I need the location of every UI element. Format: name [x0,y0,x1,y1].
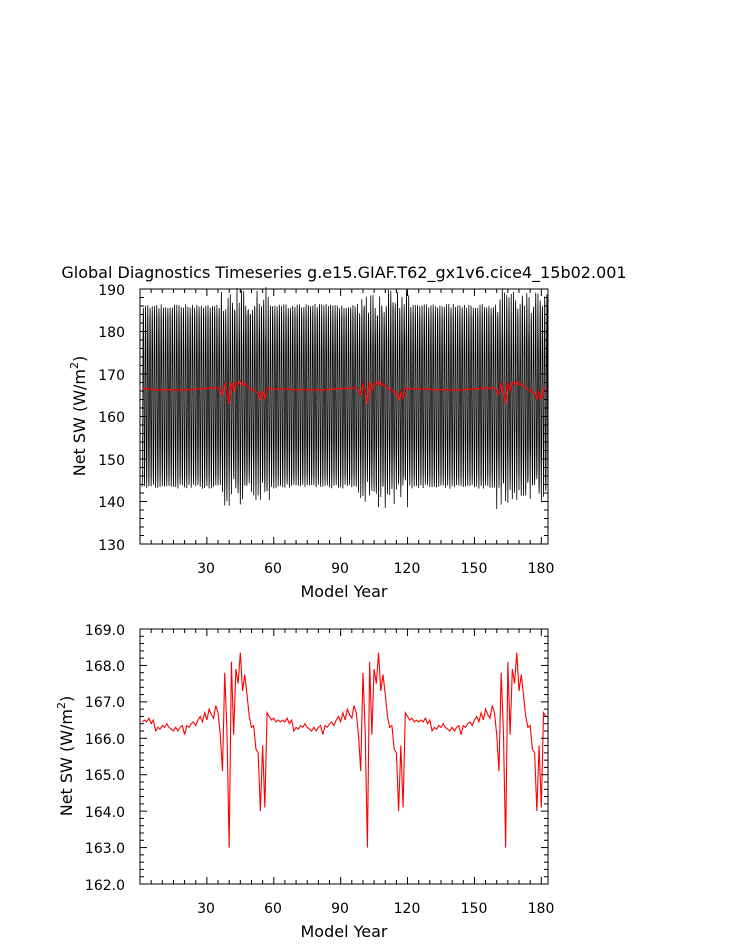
bottom-ticks [140,628,548,885]
top-panel: 130 140 150 160 170 180 190 30 60 90 120… [68,283,554,601]
top-ticks [140,288,548,545]
y-tick-label: 140 [98,495,125,511]
x-tick-label: 60 [264,561,282,577]
x-tick-label: 120 [394,561,421,577]
bottom-plot-frame [139,628,549,885]
bottom-panel: 162.0 163.0 164.0 165.0 166.0 167.0 168.… [55,623,554,941]
y-tick-label: 166.0 [85,732,125,748]
top-x-axis-label: Model Year [301,582,388,601]
y-tick-label: 180 [98,325,125,341]
x-tick-label: 90 [331,901,349,917]
y-tick-label: 160 [98,410,125,426]
y-tick-label: 168.0 [85,659,125,675]
annual-mean-line [142,379,546,404]
top-y-tick-labels: 130 140 150 160 170 180 190 [98,283,125,554]
y-label-close: ) [57,696,76,702]
x-tick-label: 120 [394,901,421,917]
figure-title: Global Diagnostics Timeseries g.e15.GIAF… [61,263,626,283]
x-tick-label: 180 [528,901,555,917]
bottom-annual-series [141,652,547,848]
x-tick-label: 30 [197,561,215,577]
y-tick-label: 167.0 [85,695,125,711]
annual-mean-line [141,652,547,848]
y-tick-label: 170 [98,368,125,384]
top-monthly-series [141,287,549,510]
y-tick-label: 165.0 [85,768,125,784]
x-tick-label: 150 [461,561,488,577]
y-tick-label: 190 [98,283,125,299]
bottom-x-tick-labels: 30 60 90 120 150 180 [197,901,554,917]
bottom-x-axis-label: Model Year [301,922,388,941]
top-y-axis-label: Net SW (W/m2) [68,356,89,477]
x-tick-label: 150 [461,901,488,917]
x-tick-label: 180 [528,561,555,577]
y-label-superscript: 2 [55,702,68,709]
y-tick-label: 130 [98,538,125,554]
x-tick-label: 30 [197,901,215,917]
x-tick-label: 60 [264,901,282,917]
bottom-y-axis-label: Net SW (W/m2) [55,696,76,817]
y-tick-label: 162.0 [85,878,125,894]
y-label-text: Net SW (W/m [70,369,89,476]
x-tick-label: 90 [331,561,349,577]
y-label-text: Net SW (W/m [57,709,76,816]
top-annual-series [142,379,546,404]
monthly-line [141,287,549,510]
y-tick-label: 163.0 [85,841,125,857]
y-label-close: ) [70,356,89,362]
y-tick-label: 169.0 [85,623,125,639]
bottom-y-tick-labels: 162.0 163.0 164.0 165.0 166.0 167.0 168.… [85,623,125,894]
y-tick-label: 164.0 [85,805,125,821]
y-label-superscript: 2 [68,362,81,369]
y-tick-label: 150 [98,453,125,469]
top-x-tick-labels: 30 60 90 120 150 180 [197,561,554,577]
